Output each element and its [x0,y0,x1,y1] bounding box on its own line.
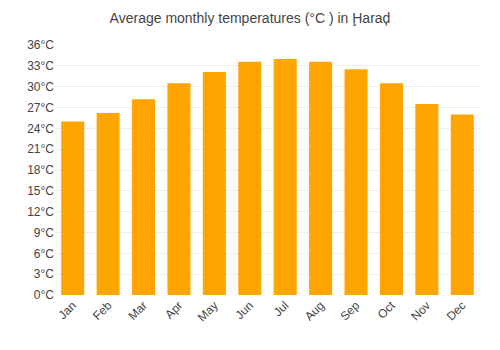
svg-text:33°C: 33°C [27,59,54,73]
svg-text:6°C: 6°C [34,247,54,261]
svg-text:May: May [195,298,221,324]
svg-text:Oct: Oct [375,298,399,322]
svg-text:15°C: 15°C [27,184,54,198]
svg-text:Average monthly temperatures (: Average monthly temperatures (°C ) in Ḩa… [110,10,391,26]
svg-text:Mar: Mar [125,298,150,323]
svg-text:9°C: 9°C [34,226,54,240]
svg-text:Jul: Jul [271,298,292,319]
svg-text:21°C: 21°C [27,142,54,156]
svg-text:18°C: 18°C [27,163,54,177]
svg-text:12°C: 12°C [27,205,54,219]
svg-text:27°C: 27°C [27,101,54,115]
svg-text:Apr: Apr [162,298,185,321]
svg-text:0°C: 0°C [34,288,54,302]
svg-text:Aug: Aug [302,298,327,323]
svg-text:3°C: 3°C [34,267,54,281]
svg-text:Dec: Dec [444,298,469,323]
svg-text:Jun: Jun [233,298,257,322]
svg-text:24°C: 24°C [27,122,54,136]
svg-text:30°C: 30°C [27,80,54,94]
svg-text:Feb: Feb [90,298,115,323]
svg-text:Sep: Sep [337,298,362,323]
svg-text:Nov: Nov [408,298,433,323]
svg-text:36°C: 36°C [27,38,54,52]
svg-text:Jan: Jan [55,298,79,322]
